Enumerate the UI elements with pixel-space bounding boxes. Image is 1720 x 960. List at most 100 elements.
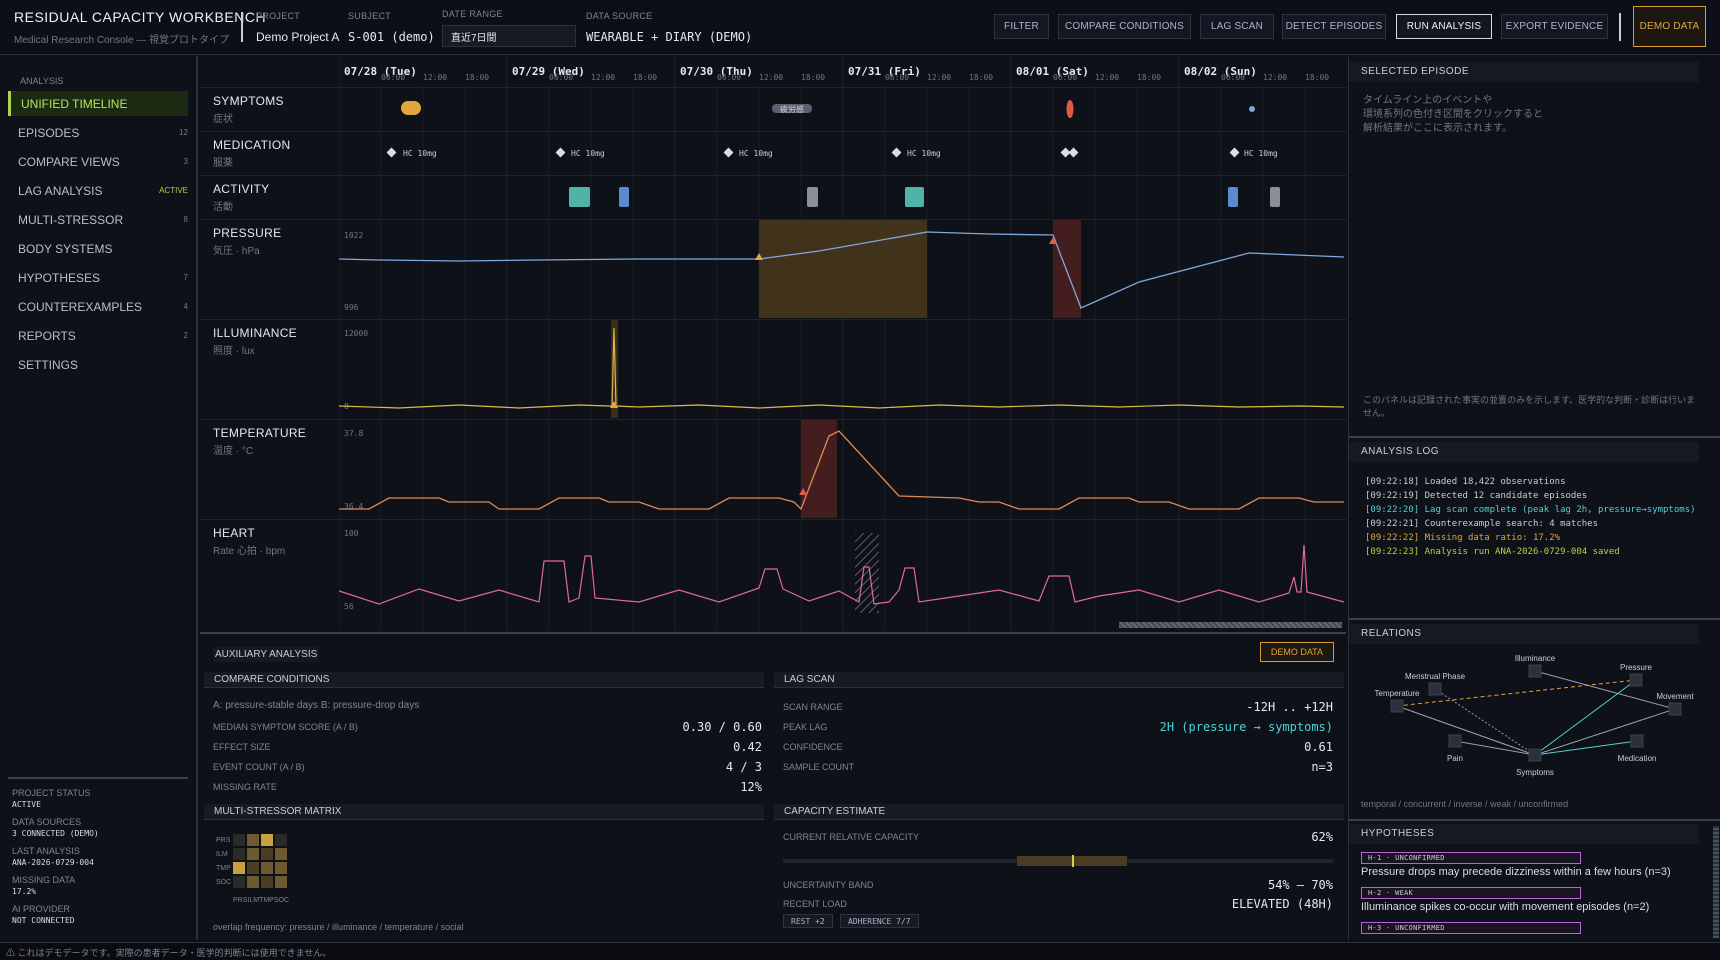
sidebar-item-status-badge: ACTIVE: [159, 186, 188, 195]
capacity-chip: REST +2: [783, 914, 833, 928]
sidebar-item-label: SETTINGS: [18, 357, 79, 372]
hour-label: 18:00: [969, 73, 994, 82]
matrix-cell: [275, 876, 287, 888]
matrix-caption: overlap frequency: pressure / illuminanc…: [213, 922, 464, 932]
pressure-axis-max: 1022: [344, 231, 363, 240]
activity-block: [569, 187, 590, 207]
relation-edge: [1534, 679, 1637, 756]
hypothesis-tag[interactable]: H-2 · WEAK: [1361, 887, 1581, 899]
hypothesis-text[interactable]: Pressure drops may precede dizziness wit…: [1361, 866, 1671, 878]
pressure-series: [339, 231, 1344, 309]
subject-value[interactable]: S-001 (demo): [348, 30, 435, 44]
selected-episode-hint: タイムライン上のイベントや 環境系列の色付き区間をクリックすると 解析結果がここ…: [1363, 95, 1543, 134]
hour-label: 06:00: [381, 73, 406, 82]
compare-row-value: 0.42: [733, 740, 762, 754]
log-line: [09:22:23] Analysis run ANA-2026-0729-00…: [1365, 547, 1620, 557]
compare-conditions-button[interactable]: COMPARE CONDITIONS: [1058, 14, 1191, 39]
divider: [241, 12, 243, 42]
heart-axis-min: 56: [344, 602, 354, 611]
hour-label: 12:00: [1095, 73, 1120, 82]
filter-button[interactable]: FILTER: [994, 14, 1049, 39]
matrix-cell: [233, 876, 245, 888]
data-source-value: WEARABLE + DIARY (DEMO): [586, 30, 753, 44]
lag-row-label: SAMPLE COUNT: [783, 762, 855, 772]
lane-label-symptoms: SYMPTOMS: [213, 94, 284, 108]
sidebar-item-reports[interactable]: REPORTS 2: [8, 323, 188, 348]
detect-episodes-button[interactable]: DETECT EPISODES: [1282, 14, 1386, 39]
log-line: [09:22:22] Missing data ratio: 17.2%: [1365, 533, 1561, 543]
lag-row-value: -12H .. +12H: [1246, 700, 1333, 714]
timeline-horizontal-scrollbar[interactable]: [1119, 622, 1342, 628]
medication-label: HC 10mg: [403, 149, 437, 158]
hour-label: 12:00: [591, 73, 616, 82]
sidebar-item-counterexamples[interactable]: COUNTEREXAMPLES 4: [8, 294, 188, 319]
aux-title: AUXILIARY ANALYSIS: [213, 647, 320, 662]
last-analysis-label: LAST ANALYSIS: [12, 846, 80, 856]
lag-scan-button[interactable]: LAG SCAN: [1200, 14, 1274, 39]
timeline-plot-area[interactable]: 07/28 (Tue) 07/29 (Wed) 07/30 (Thu) 07/3…: [339, 56, 1344, 630]
app-subtitle: Medical Research Console — 視覚プロトタイプ: [14, 35, 230, 46]
sidebar-item-body-systems[interactable]: BODY SYSTEMS: [8, 236, 188, 261]
medication-dose-marker: [723, 147, 734, 158]
sidebar-item-episodes[interactable]: EPISODES 12: [8, 120, 188, 145]
pressure-highlight-window: [759, 220, 927, 318]
relations-header: RELATIONS: [1349, 624, 1699, 644]
sidebar-item-label: BODY SYSTEMS: [18, 241, 113, 256]
medication-label: HC 10mg: [571, 149, 605, 158]
matrix-cell: [261, 848, 273, 860]
export-evidence-button[interactable]: EXPORT EVIDENCE: [1501, 14, 1608, 39]
sidebar-item-settings[interactable]: SETTINGS: [8, 352, 188, 377]
compare-row-label: EFFECT SIZE: [213, 742, 271, 752]
run-analysis-button[interactable]: RUN ANALYSIS: [1396, 14, 1492, 39]
unified-timeline: SYMPTOMS 症状 MEDICATION 服薬 ACTIVITY 活動 PR…: [200, 56, 1346, 630]
medication-dose-marker: [386, 147, 397, 158]
sidebar-item-hypotheses[interactable]: HYPOTHESES 7: [8, 265, 188, 290]
activity-block: [1228, 187, 1238, 207]
sidebar-item-unified-timeline[interactable]: UNIFIED TIMELINE: [8, 91, 188, 116]
sidebar-item-multi-stressor[interactable]: MULTI-STRESSOR 8: [8, 207, 188, 232]
compare-row-value: 4 / 3: [725, 760, 762, 774]
medication-dose-marker: [555, 147, 566, 158]
medication-dose-marker: [1068, 147, 1079, 158]
hypothesis-tag[interactable]: H-3 · UNCONFIRMED: [1361, 922, 1581, 934]
matrix-cell: [247, 834, 259, 846]
hour-label: 12:00: [927, 73, 952, 82]
multi-stressor-header: MULTI-STRESSOR MATRIX: [204, 804, 764, 820]
matrix-cell: [261, 876, 273, 888]
sidebar-item-lag-analysis[interactable]: LAG ANALYSIS ACTIVE: [8, 178, 188, 203]
lane-separator: [200, 131, 1346, 132]
matrix-col-labels: PRS ILM TMP SOC: [233, 897, 293, 904]
data-source-label: DATA SOURCE: [586, 11, 653, 21]
demo-data-button[interactable]: DEMO DATA: [1633, 6, 1706, 47]
sidebar-item-compare-views[interactable]: COMPARE VIEWS 3: [8, 149, 188, 174]
day-label: 07/30 (Thu): [680, 65, 753, 78]
matrix-cell: [275, 862, 287, 874]
relation-edge: [1454, 740, 1536, 756]
sidebar-item-count: 12: [179, 128, 188, 137]
relation-node-movement: [1668, 702, 1682, 716]
relation-node-medication: [1630, 734, 1644, 748]
hypothesis-text[interactable]: Illuminance spikes co-occur with movemen…: [1361, 901, 1650, 913]
hour-label: 18:00: [1305, 73, 1330, 82]
lane-separator: [200, 175, 1346, 176]
divider: [8, 777, 188, 779]
top-bar: RESIDUAL CAPACITY WORKBENCH Medical Rese…: [0, 0, 1720, 55]
lane-separator: [200, 419, 1346, 420]
pressure-axis-min: 996: [344, 303, 359, 312]
analysis-log[interactable]: [09:22:18] Loaded 18,422 observations [0…: [1353, 469, 1703, 619]
project-value[interactable]: Demo Project A: [256, 30, 340, 44]
right-panel: SELECTED EPISODE タイムライン上のイベントや 環境系列の色付き区…: [1348, 56, 1720, 940]
illuminance-event-marker: [610, 401, 618, 408]
date-range-select[interactable]: 直近7日間: [442, 25, 576, 47]
matrix-col-label: PRS: [233, 897, 248, 904]
relation-node-label: Movement: [1656, 692, 1694, 701]
relation-edge: [1396, 679, 1637, 707]
relations-graph[interactable]: Illuminance Menstrual Phase Pressure Tem…: [1349, 646, 1699, 796]
multi-stressor-matrix[interactable]: PRS ILM TMP SOC: [213, 834, 288, 894]
hypotheses-scrollbar[interactable]: [1713, 826, 1719, 938]
hypothesis-tag[interactable]: H-1 · UNCONFIRMED: [1361, 852, 1581, 864]
lane-sublabel: 症状: [213, 114, 233, 125]
day-label: 08/02 (Sun): [1184, 65, 1257, 78]
capacity-current-label: CURRENT RELATIVE CAPACITY: [783, 832, 920, 842]
recent-load-value: ELEVATED (48H): [1231, 897, 1333, 911]
